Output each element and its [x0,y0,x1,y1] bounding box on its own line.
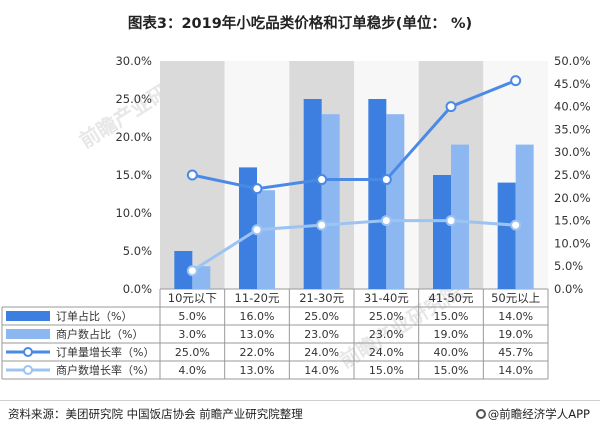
y-left-tick-label: 5.0% [123,244,152,258]
table-cell: 22.0% [240,346,275,359]
table-cell: 25.0% [369,310,404,323]
y-left-tick-label: 0.0% [123,282,152,296]
legend-marker [23,347,33,357]
table-cell: 15.0% [434,364,469,377]
brand-icon [475,409,486,419]
legend-label: 订单占比（%） [56,309,132,323]
category-label: 10元以下 [168,291,217,305]
legend-label: 订单量增长率（%） [56,345,154,359]
y-right-tick-label: 50.0% [554,54,591,68]
legend-label: 商户数占比（%） [56,327,143,341]
point-merchant-growth [186,265,198,277]
table-cell: 4.0% [178,364,206,377]
bar-order-share [303,99,322,289]
table-cell: 14.0% [498,364,533,377]
table-cell: 19.0% [434,328,469,341]
y-right-tick-label: 35.0% [554,122,591,136]
bar-order-share [433,175,451,289]
bar-order-share [239,167,257,289]
table-cell: 24.0% [369,346,404,359]
y-right-tick-label: 45.0% [554,77,591,91]
y-left-tick-label: 20.0% [115,130,152,144]
source-note: 资料来源：美团研究院 中国饭店协会 前瞻产业研究院整理 [8,407,303,421]
category-label: 41-50元 [429,291,474,305]
chart-svg: 0.0% 5.0% 10.0% 15.0% 20.0% 25.0% 30.0% 0.0% 5.0… [1,54,591,380]
table-cell: 15.0% [434,310,469,323]
table-cell: 16.0% [240,310,275,323]
y-right-tick-label: 20.0% [554,191,591,205]
point-order-growth [316,174,328,186]
category-label: 50元以上 [491,291,540,305]
table-cell: 14.0% [304,364,339,377]
y-right-tick-label: 30.0% [554,145,591,159]
y-left-tick-label: 25.0% [115,92,152,106]
point-order-growth [510,75,522,87]
bar-order-share [368,99,387,289]
point-merchant-growth [251,224,263,236]
table-cell: 23.0% [304,328,339,341]
point-merchant-growth [510,219,522,231]
table-cell: 5.0% [178,310,206,323]
y-right-tick-label: 0.0% [554,282,583,296]
point-order-growth [380,174,392,186]
table-cell: 25.0% [175,346,210,359]
y-left-tick-label: 15.0% [115,168,152,182]
bar-order-share [497,182,516,289]
table-cell: 19.0% [498,328,533,341]
footer-divider [0,400,600,401]
brand-label: @前瞻经济学人APP [475,406,590,422]
bar-merchant-share [321,114,340,289]
bar-merchant-share [515,144,534,289]
bar-merchant-share [451,144,469,289]
line-merchant-growth [191,219,516,273]
y-right-tick-label: 15.0% [554,214,591,228]
line-order-growth [192,79,517,191]
brand-text: @前瞻经济学人APP [487,407,590,421]
table-cell: 13.0% [240,328,275,341]
legend-marker [23,365,33,375]
category-label: 31-40元 [364,291,409,305]
category-label: 21-30元 [299,291,344,305]
chart-title: 图表3：2019年小吃品类价格和订单稳步(单位： %) [127,16,473,32]
legend-label: 商户数增长率（%） [56,363,154,377]
table-cell: 23.0% [369,328,404,341]
table-cell: 14.0% [498,310,533,323]
y-right-tick-label: 10.0% [554,236,591,250]
table-cell: 3.0% [178,328,206,341]
y-left-tick-label: 10.0% [115,206,152,220]
table-cell: 24.0% [304,346,339,359]
point-order-growth [186,169,198,181]
point-order-growth [251,183,263,195]
category-label: 11-20元 [235,291,280,305]
point-merchant-growth [316,219,328,231]
table-cell: 25.0% [304,310,339,323]
point-order-growth [445,101,457,113]
table-cell: 15.0% [369,364,404,377]
table-cell: 13.0% [240,364,275,377]
legend-swatch [6,311,50,321]
table-cell: 45.7% [498,346,533,359]
bar-merchant-share [257,190,275,289]
legend-swatch [6,329,50,339]
y-right-tick-label: 40.0% [554,100,591,114]
y-right-tick-label: 25.0% [554,168,591,182]
point-merchant-growth [380,215,392,227]
point-merchant-growth [445,215,457,227]
y-left-tick-label: 30.0% [115,54,152,68]
y-right-tick-label: 5.0% [554,259,583,273]
bar-order-share [174,251,193,289]
table-cell: 40.0% [434,346,469,359]
bar-merchant-share [386,114,405,289]
